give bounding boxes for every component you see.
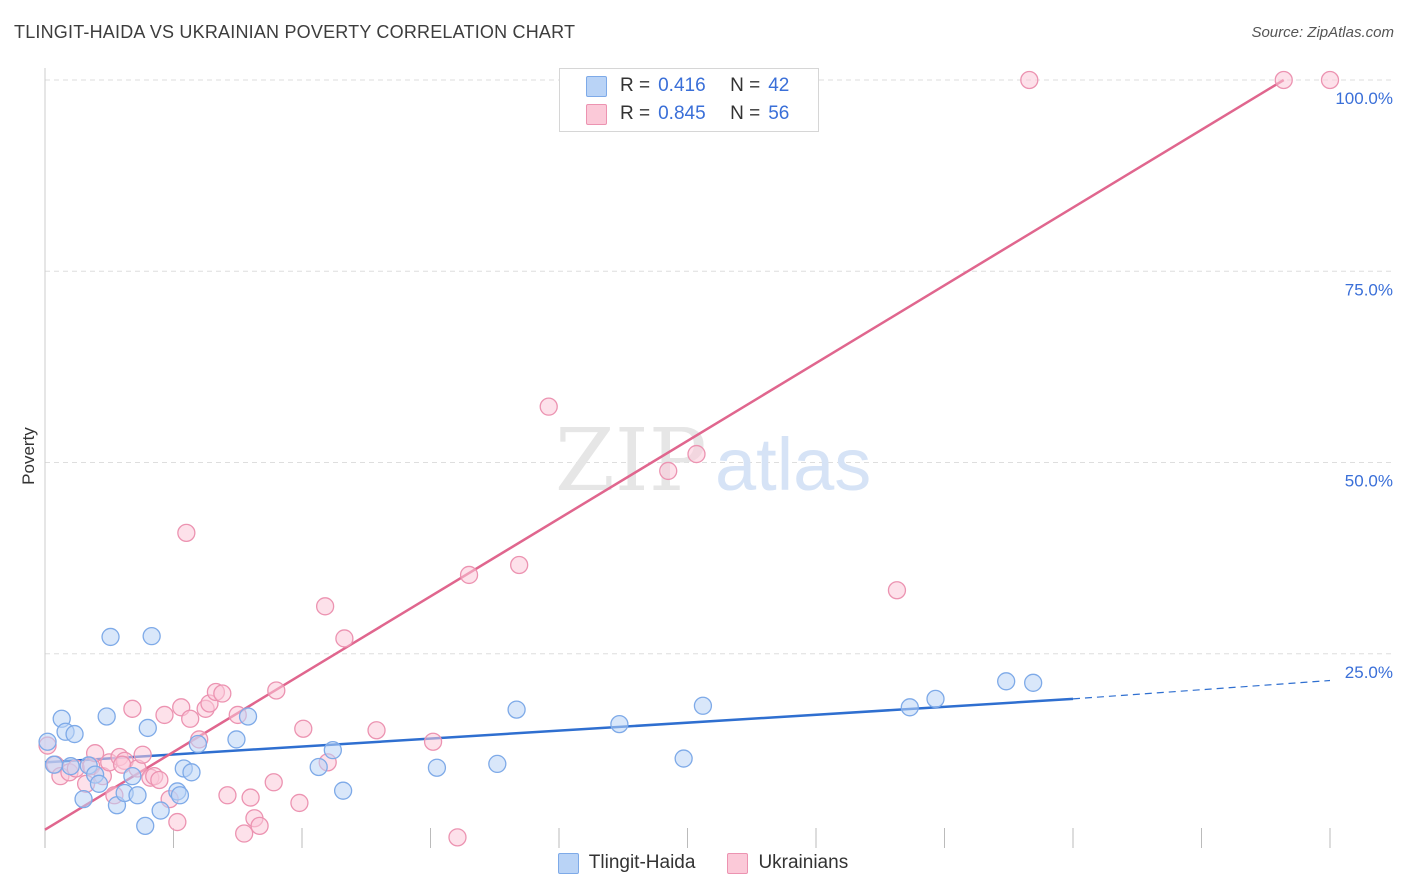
- point-ukrainians: [335, 629, 354, 648]
- point-tlingit-haida: [507, 700, 526, 719]
- point-ukrainians: [459, 565, 479, 585]
- y-tick-label: 25.0%: [1345, 663, 1393, 682]
- point-ukrainians: [267, 681, 286, 700]
- point-ukrainians: [1320, 70, 1340, 90]
- point-ukrainians: [659, 461, 678, 481]
- chart-title: TLINGIT-HAIDA VS UKRAINIAN POVERTY CORRE…: [14, 22, 576, 42]
- point-tlingit-haida: [74, 789, 93, 809]
- point-ukrainians: [155, 705, 174, 725]
- point-ukrainians: [133, 745, 152, 764]
- point-tlingit-haida: [89, 774, 109, 793]
- point-ukrainians: [510, 555, 529, 575]
- legend-n-label: N =: [730, 75, 761, 96]
- point-ukrainians: [423, 732, 443, 751]
- point-tlingit-haida: [926, 689, 945, 709]
- trend-line-tlingit-extension: [1072, 679, 1331, 700]
- series-swatch-blue-icon: [557, 852, 579, 874]
- legend-n-value: 42: [768, 75, 790, 96]
- watermark-atlas: atlas: [715, 423, 871, 506]
- legend-r-label: R =: [620, 75, 651, 96]
- legend-r-value: 0.845: [658, 103, 706, 124]
- point-tlingit-haida: [693, 696, 713, 715]
- point-ukrainians: [250, 816, 269, 836]
- point-tlingit-haida: [61, 757, 80, 776]
- point-tlingit-haida: [138, 718, 157, 738]
- point-ukrainians: [123, 699, 142, 718]
- series-legend-ukrainians[interactable]: Ukrainians: [727, 852, 848, 874]
- series-legend: Tlingit-Haida Ukrainians: [0, 852, 1406, 874]
- point-ukrainians: [213, 684, 232, 703]
- legend-r-value: 0.416: [658, 75, 706, 96]
- legend-swatch-blue-icon: [586, 75, 607, 97]
- point-tlingit-haida: [227, 730, 246, 749]
- series-label-tlingit: Tlingit-Haida: [588, 852, 696, 873]
- legend-row-ukrainian: R = 0.845 N = 56: [586, 102, 789, 126]
- point-tlingit-haida: [136, 816, 155, 836]
- point-ukrainians: [448, 828, 467, 847]
- point-tlingit-haida: [44, 755, 64, 774]
- y-tick-label: 50.0%: [1345, 472, 1393, 491]
- point-tlingit-haida: [65, 724, 84, 744]
- point-ukrainians: [1274, 70, 1293, 90]
- point-tlingit-haida: [97, 707, 116, 726]
- y-tick-label: 100.0%: [1335, 89, 1393, 108]
- point-ukrainians: [887, 581, 907, 600]
- legend-n-label: N =: [730, 103, 761, 124]
- point-ukrainians: [150, 770, 169, 790]
- point-tlingit-haida: [610, 714, 629, 734]
- point-ukrainians: [177, 523, 196, 543]
- series-label-ukrainians: Ukrainians: [758, 852, 849, 873]
- point-tlingit-haida: [997, 672, 1016, 691]
- series-legend-tlingit[interactable]: Tlingit-Haida: [557, 852, 696, 874]
- point-ukrainians: [181, 709, 200, 728]
- point-tlingit-haida: [900, 698, 919, 717]
- point-tlingit-haida: [182, 763, 201, 782]
- legend-swatch-pink-icon: [586, 103, 607, 125]
- point-layer: [38, 70, 1340, 847]
- point-tlingit-haida: [238, 707, 258, 726]
- watermark: ZIP atlas: [555, 411, 871, 511]
- point-ukrainians: [294, 719, 313, 738]
- axis-layer: 25.0%50.0%75.0%100.0%0.0%100.0%: [44, 68, 1393, 848]
- legend-n-value: 56: [768, 103, 790, 124]
- point-ukrainians: [112, 755, 132, 774]
- point-tlingit-haida: [488, 754, 507, 774]
- y-axis-label: Poverty: [19, 427, 38, 485]
- series-swatch-pink-icon: [727, 852, 749, 874]
- point-tlingit-haida: [151, 801, 170, 820]
- point-tlingit-haida: [101, 627, 120, 647]
- point-tlingit-haida: [123, 767, 142, 786]
- y-tick-label: 75.0%: [1345, 280, 1393, 299]
- point-tlingit-haida: [309, 757, 328, 777]
- point-ukrainians: [687, 444, 706, 464]
- point-tlingit-haida: [333, 781, 353, 800]
- scatter-chart: ZIP atlas 25.0%50.0%75.0%100.0%0.0%100.0…: [19, 68, 1393, 848]
- point-ukrainians: [168, 812, 187, 832]
- point-tlingit-haida: [128, 786, 147, 805]
- legend-r-label: R =: [620, 103, 651, 124]
- point-ukrainians: [315, 597, 335, 616]
- legend-row-tlingit: R = 0.416 N = 42: [586, 74, 789, 98]
- point-tlingit-haida: [427, 758, 447, 777]
- grid-layer: [45, 79, 1392, 655]
- point-ukrainians: [1020, 70, 1039, 90]
- point-ukrainians: [539, 397, 558, 416]
- point-tlingit-haida: [1024, 673, 1043, 692]
- watermark-zip: ZIP: [555, 411, 707, 511]
- point-ukrainians: [264, 773, 283, 792]
- correlation-legend: R = 0.416 N = 42 R = 0.845 N = 56: [559, 68, 819, 132]
- point-tlingit-haida: [170, 786, 190, 805]
- point-ukrainians: [241, 788, 260, 807]
- source-label: Source: ZipAtlas.com: [1251, 24, 1394, 41]
- point-tlingit-haida: [674, 749, 693, 768]
- point-tlingit-haida: [38, 732, 57, 751]
- trend-line-ukrainians: [44, 78, 1285, 831]
- point-tlingit-haida: [323, 740, 342, 760]
- point-ukrainians: [235, 824, 254, 843]
- point-ukrainians: [218, 786, 237, 805]
- point-ukrainians: [367, 721, 386, 740]
- point-ukrainians: [290, 793, 309, 813]
- point-tlingit-haida: [188, 734, 208, 754]
- point-tlingit-haida: [142, 627, 161, 646]
